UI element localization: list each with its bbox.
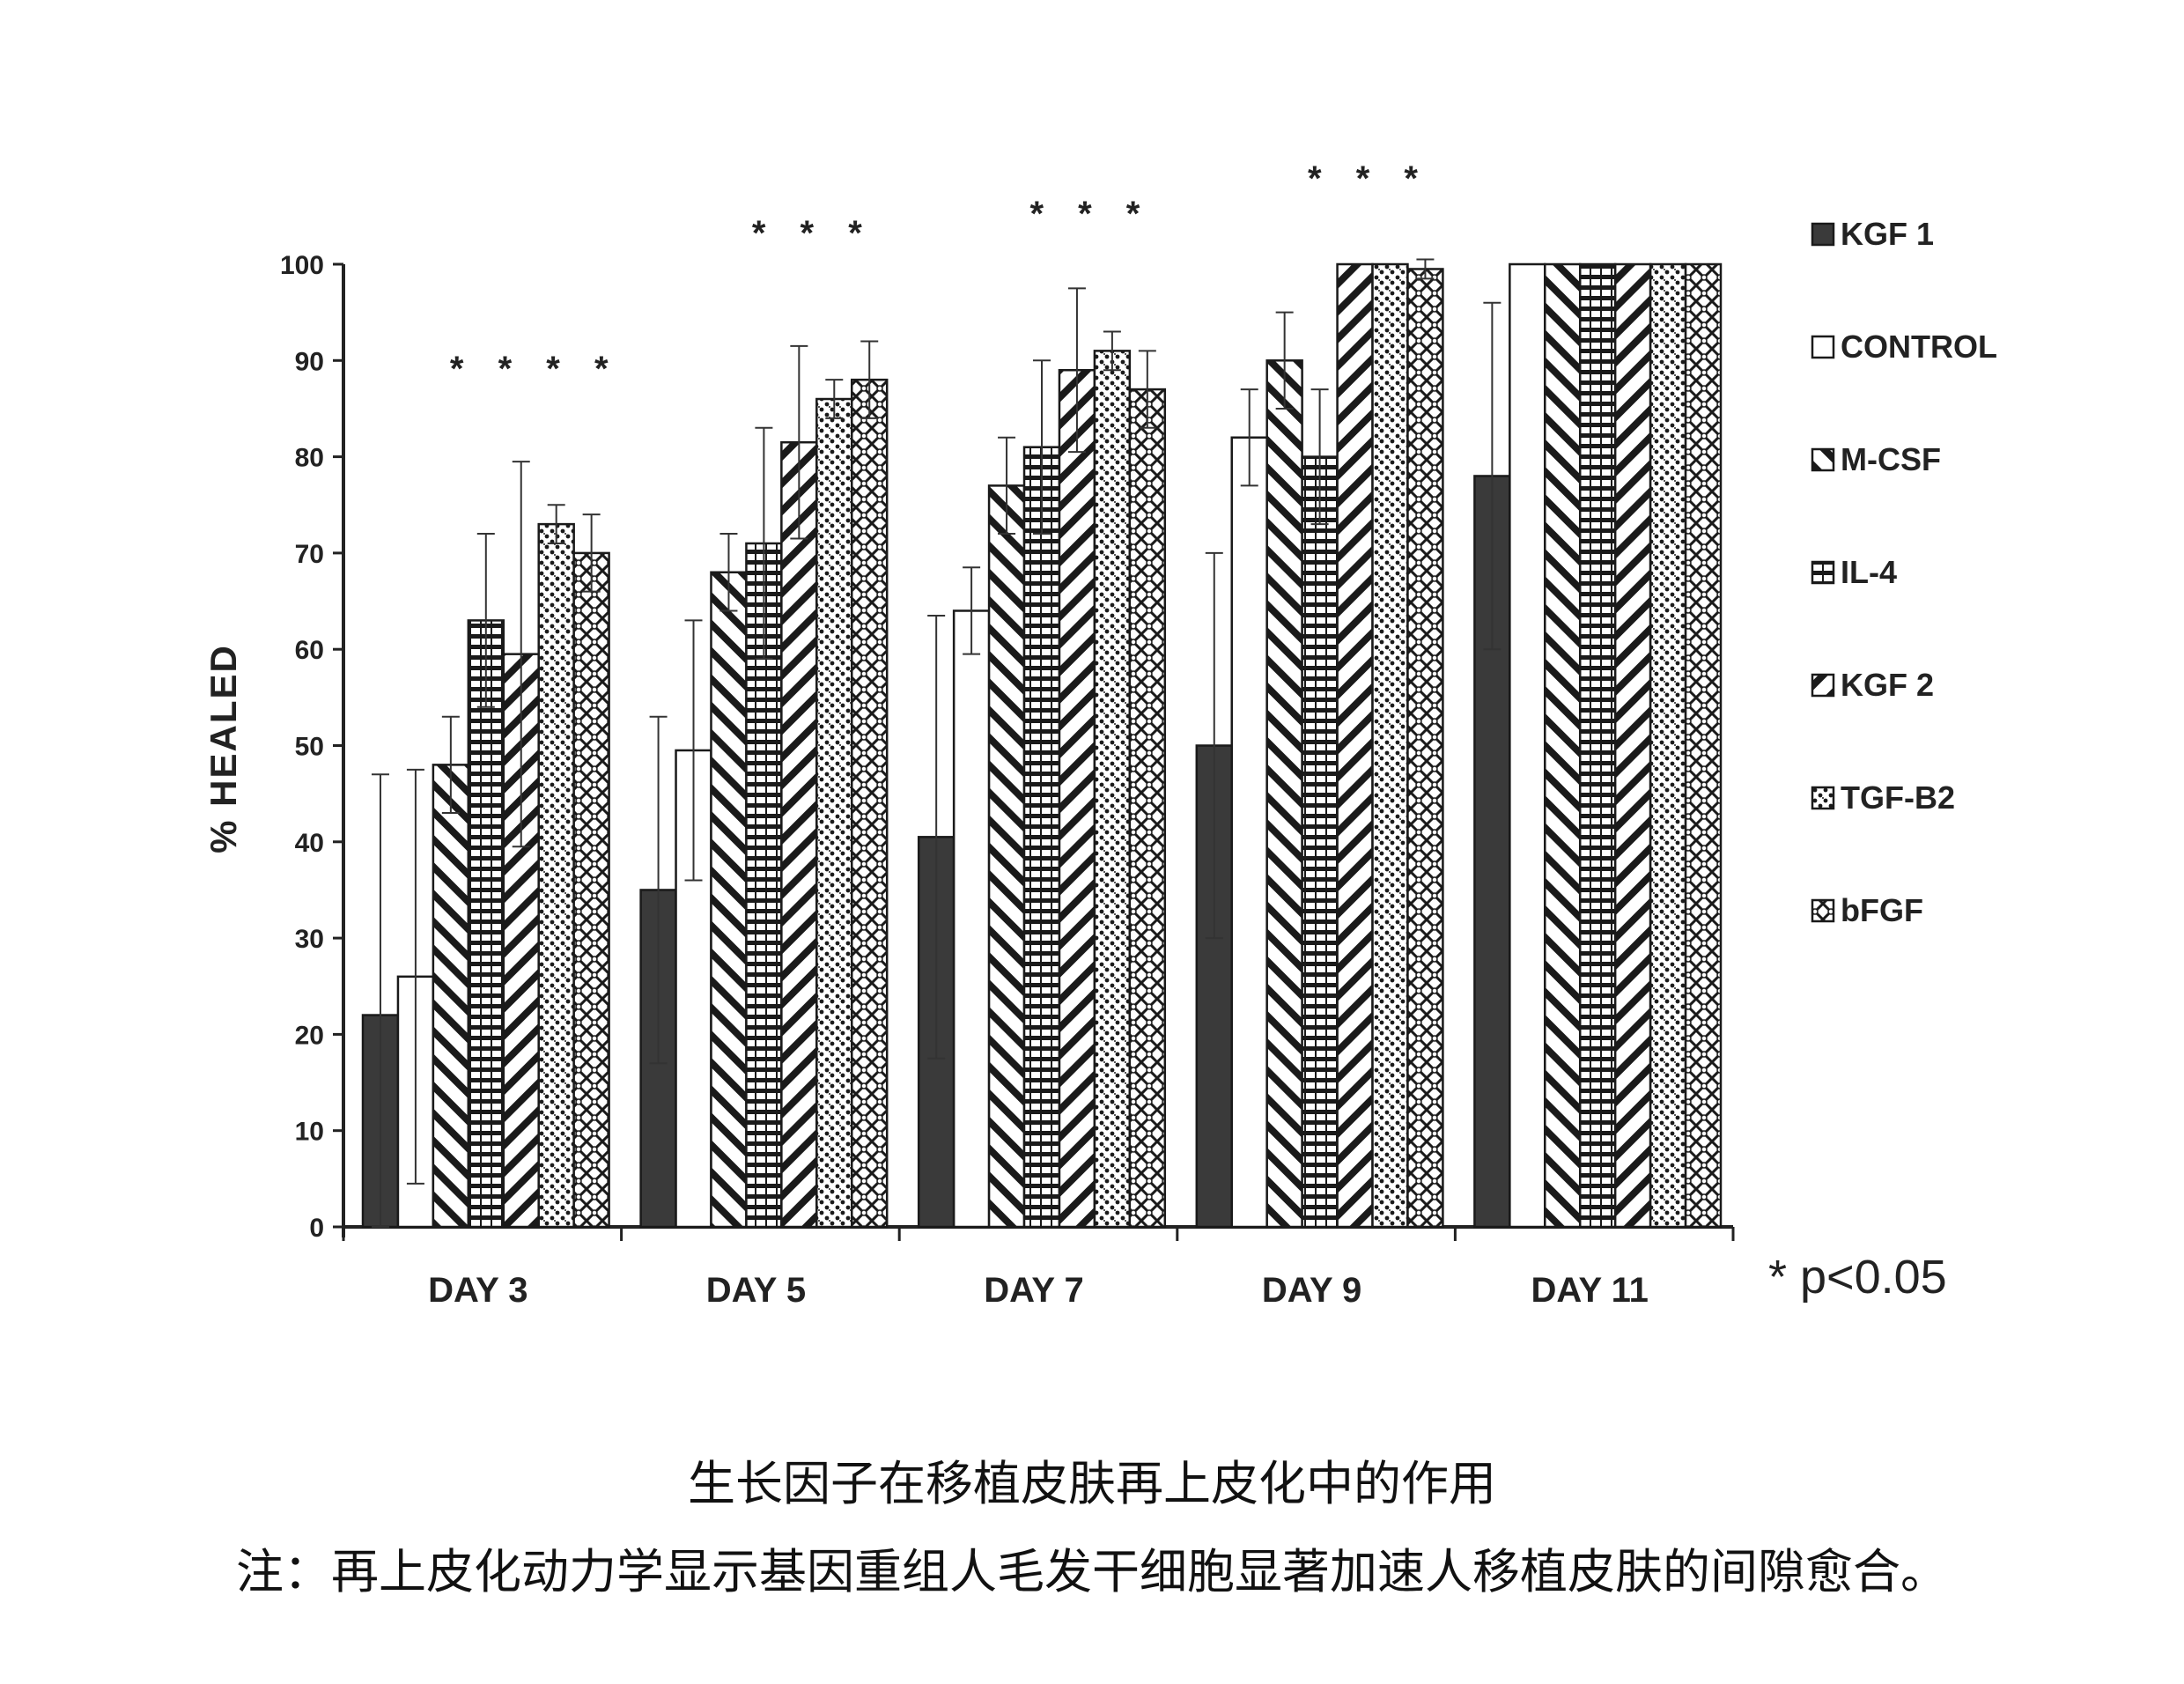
bar-kgf-2-day-5 <box>780 440 818 1229</box>
legend-label: IL-4 <box>1841 554 1897 590</box>
y-tick-label: 60 <box>295 636 324 665</box>
legend-swatch <box>1811 447 1835 472</box>
y-tick-label: 0 <box>309 1214 324 1243</box>
bar-tgf-b2-day-5 <box>815 397 853 1229</box>
x-tick-label: DAY 3 <box>428 1271 528 1310</box>
bar-kgf-2-day-7 <box>1058 368 1096 1229</box>
y-tick-label: 100 <box>280 251 324 280</box>
caption-note: 注：再上皮化动力学显示基因重组人毛发干细胞显著加速人移植皮肤的间隙愈合。 <box>236 1544 1948 1599</box>
legend-label: CONTROL <box>1841 329 1997 365</box>
legend-swatch <box>1811 560 1835 585</box>
bar-tgf-b2-day-3 <box>537 522 575 1229</box>
bar-m-csf-day-11 <box>1544 262 1582 1229</box>
x-tick-label: DAY 7 <box>984 1271 1083 1310</box>
bar-m-csf-day-5 <box>710 571 748 1229</box>
x-tick-label: DAY 9 <box>1262 1271 1361 1310</box>
bar-bfgf-day-5 <box>851 378 889 1229</box>
bar-il-4-day-3 <box>467 619 505 1229</box>
legend-label: TGF-B2 <box>1841 779 1955 816</box>
significance-marks: * * * * * * * * * * * * * <box>450 159 1430 388</box>
bar-il-4-day-7 <box>1022 446 1061 1229</box>
bar-bfgf-day-7 <box>1128 388 1167 1229</box>
bars <box>361 262 1723 1229</box>
x-tick-label: DAY 5 <box>706 1271 806 1310</box>
y-axis-label: % HEALED <box>203 644 244 853</box>
legend-label: KGF 2 <box>1841 667 1934 703</box>
error-bars <box>371 258 1502 1228</box>
bar-tgf-b2-day-11 <box>1649 262 1687 1229</box>
y-tick-label: 40 <box>295 829 324 858</box>
legend-label: bFGF <box>1841 892 1923 928</box>
significance-stars: * * * * <box>450 350 621 388</box>
y-tick-label: 20 <box>295 1021 324 1050</box>
legend-swatch <box>1811 673 1835 698</box>
legend-swatch <box>1811 335 1835 359</box>
bar-tgf-b2-day-7 <box>1093 350 1132 1229</box>
x-tick-label: DAY 11 <box>1531 1271 1648 1310</box>
significance-stars: * * * <box>1308 159 1430 198</box>
bar-bfgf-day-11 <box>1684 262 1723 1229</box>
bar-kgf-2-day-11 <box>1613 262 1652 1229</box>
caption-title: 生长因子在移植皮肤再上皮化中的作用 <box>688 1456 1496 1511</box>
bar-control-day-7 <box>952 609 991 1229</box>
y-tick-label: 50 <box>295 733 324 762</box>
bar-control-day-9 <box>1230 436 1268 1229</box>
bar-control-day-11 <box>1509 262 1546 1229</box>
bar-m-csf-day-7 <box>987 484 1026 1229</box>
significance-stars: * * * <box>1029 195 1152 233</box>
significance-stars: * * * <box>752 214 874 253</box>
bar-m-csf-day-3 <box>432 764 470 1229</box>
legend-label: M-CSF <box>1841 441 1941 477</box>
bar-bfgf-day-9 <box>1406 268 1444 1229</box>
y-axis: 0 10 20 30 40 50 60 70 80 90 100 <box>280 251 345 1243</box>
bar-tgf-b2-day-9 <box>1371 262 1409 1229</box>
legend-label: KGF 1 <box>1841 216 1934 252</box>
y-tick-label: 80 <box>295 444 324 473</box>
bar-m-csf-day-9 <box>1265 359 1303 1229</box>
y-tick-label: 70 <box>295 540 324 569</box>
legend: KGF 1 CONTROL M-CSF IL-4 KGF 2 TGF-B2 bFGF <box>1811 216 1997 928</box>
bar-il-4-day-9 <box>1301 455 1339 1229</box>
legend-swatch <box>1811 898 1835 923</box>
legend-swatch <box>1811 786 1835 810</box>
bar-il-4-day-11 <box>1578 262 1617 1229</box>
bar-bfgf-day-3 <box>572 551 610 1229</box>
y-tick-label: 30 <box>295 925 324 954</box>
bar-kgf-2-day-9 <box>1336 262 1374 1229</box>
x-axis: DAY 3 DAY 5 DAY 7 DAY 9 DAY 11 <box>342 1225 1735 1310</box>
y-tick-label: 10 <box>295 1118 324 1147</box>
y-tick-label: 90 <box>295 347 324 376</box>
p-value-note: * p<0.05 <box>1768 1251 1947 1304</box>
legend-swatch <box>1811 222 1835 247</box>
